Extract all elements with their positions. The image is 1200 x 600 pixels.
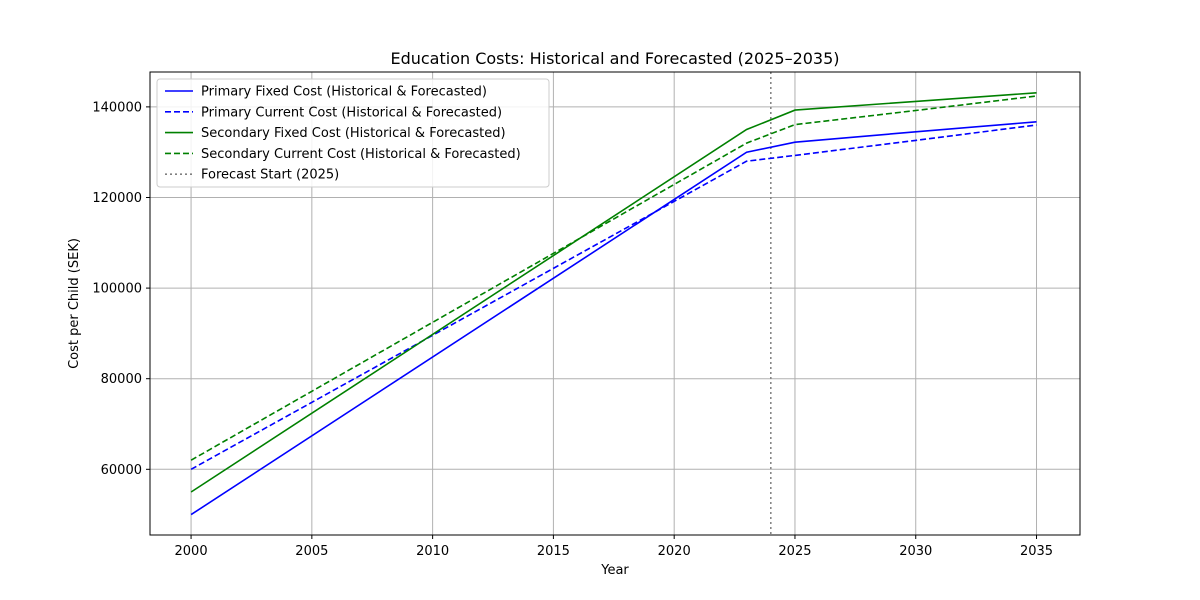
- legend-label: Primary Fixed Cost (Historical & Forecas…: [201, 85, 487, 100]
- series-lines: [190, 92, 1037, 516]
- x-tick-label: 2030: [899, 544, 932, 559]
- series-line-1: [190, 121, 1037, 516]
- legend-label: Forecast Start (2025): [201, 168, 339, 183]
- x-axis-ticks: 2000 2005 2010 2015 2020 2025 2030 2035: [175, 535, 1053, 559]
- y-tick-label: 80000: [101, 372, 142, 387]
- legend: Primary Fixed Cost (Historical & Forecas…: [156, 78, 550, 188]
- legend-box: [156, 78, 550, 188]
- plot-frame: [149, 71, 1081, 536]
- series-line-4: [190, 95, 1037, 461]
- x-tick-label: 2025: [778, 544, 811, 559]
- series-line-2: [190, 124, 1037, 470]
- x-tick-label: 2000: [175, 544, 208, 559]
- legend-label: Secondary Current Cost (Historical & For…: [201, 147, 521, 162]
- y-tick-label: 100000: [92, 282, 142, 297]
- y-tick-label: 60000: [101, 463, 142, 478]
- x-tick-label: 2020: [658, 544, 691, 559]
- legend-label: Primary Current Cost (Historical & Forec…: [201, 105, 502, 120]
- x-tick-label: 2035: [1020, 544, 1053, 559]
- legend-label: Secondary Fixed Cost (Historical & Forec…: [201, 126, 506, 141]
- y-tick-label: 120000: [92, 191, 142, 206]
- x-tick-label: 2015: [537, 544, 570, 559]
- y-tick-label: 140000: [92, 100, 142, 115]
- x-tick-label: 2010: [416, 544, 449, 559]
- y-axis-ticks: 60000 80000 100000 120000 140000: [92, 100, 150, 478]
- series-line-3: [190, 92, 1037, 493]
- x-axis-label: Year: [600, 563, 629, 578]
- y-axis-label: Cost per Child (SEK): [67, 238, 82, 369]
- x-tick-label: 2005: [295, 544, 328, 559]
- chart-title: Education Costs: Historical and Forecast…: [390, 49, 839, 68]
